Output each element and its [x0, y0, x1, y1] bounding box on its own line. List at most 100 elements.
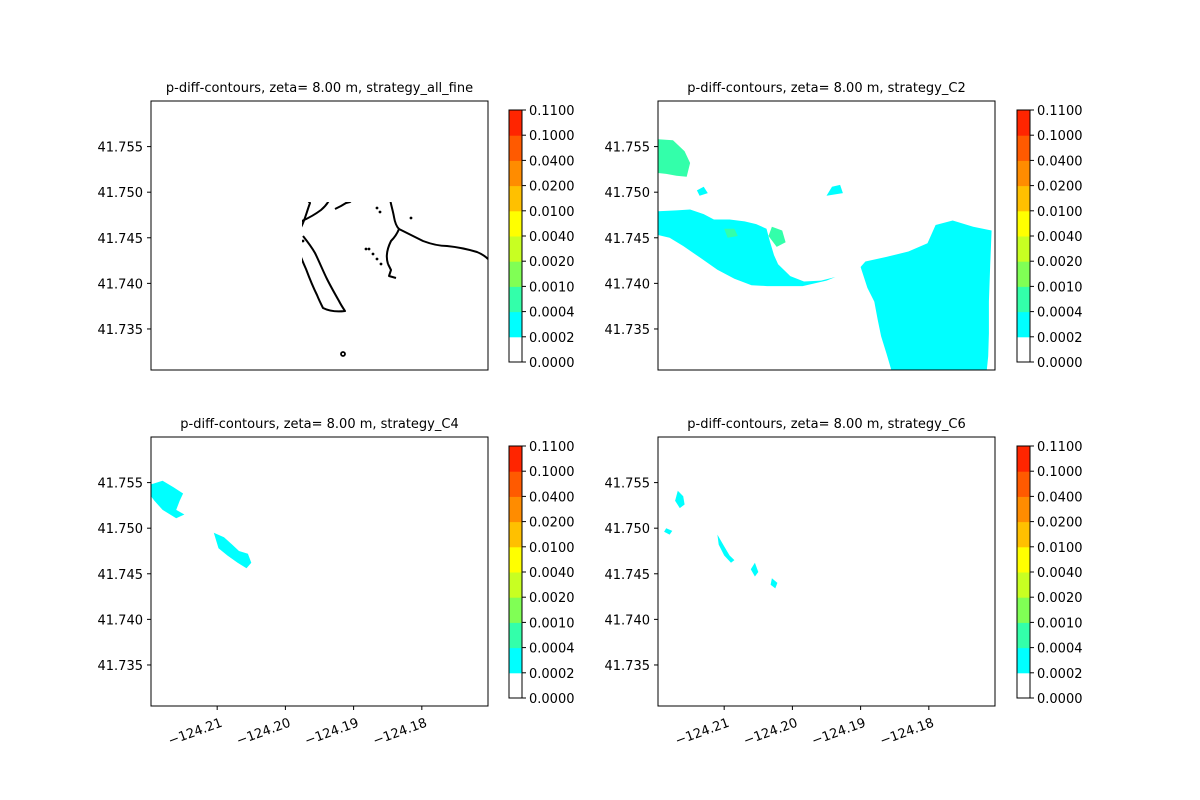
panel-3: p-diff-contours, zeta= 8.00 m, strategy_… — [98, 417, 575, 749]
island-outline — [258, 574, 270, 584]
colorbar-band — [1017, 572, 1030, 598]
colorbar-tick-label: 0.0004 — [529, 642, 575, 657]
coastline — [658, 437, 995, 692]
colorbar-band — [509, 471, 522, 497]
panel-2: p-diff-contours, zeta= 8.00 m, strategy_… — [605, 81, 1083, 371]
colorbar-tick-label: 0.0020 — [1037, 591, 1083, 606]
coastline-segment — [335, 530, 357, 545]
coastline-segment — [385, 202, 400, 265]
colorbar-band — [509, 110, 522, 136]
coastline-segment — [399, 565, 488, 595]
coastline-segment — [839, 184, 906, 264]
islet-dot — [734, 210, 737, 213]
y-tick-label: 41.750 — [98, 522, 144, 537]
islet-dot — [734, 546, 737, 549]
coastline-segment — [388, 600, 396, 614]
axes-frame — [150, 100, 489, 371]
x-tick-label: −124.20 — [742, 716, 800, 749]
colorbar-tick-label: 0.0200 — [1037, 180, 1083, 195]
colorbar-band — [509, 336, 522, 363]
panel-title: p-diff-contours, zeta= 8.00 m, strategy_… — [687, 81, 965, 96]
y-tick-label: 41.740 — [605, 613, 651, 628]
contour-region — [213, 532, 252, 569]
islet-dot — [371, 252, 375, 256]
x-tick-label: −124.19 — [810, 716, 868, 749]
island-outline — [848, 352, 852, 356]
colorbar-band — [509, 446, 522, 472]
y-tick-label: 41.735 — [605, 659, 651, 674]
islet-dot — [886, 211, 889, 214]
island-outline — [341, 688, 345, 692]
y-tick-label: 41.750 — [98, 186, 144, 201]
colorbar: 0.0000 0.0002 0.0004 0.0010 0.0020 0.0040 0.01… — [508, 440, 575, 707]
coastline-segment — [387, 263, 397, 279]
islet-dot — [367, 247, 371, 251]
colorbar-tick-label: 0.0010 — [529, 616, 575, 631]
island-outline — [285, 624, 292, 630]
island-outline — [261, 241, 267, 246]
colorbar-band — [1017, 597, 1030, 623]
contour-fills — [664, 490, 778, 589]
contour-region — [750, 562, 759, 577]
contour-region — [770, 578, 778, 589]
panel-title: p-diff-contours, zeta= 8.00 m, strategy_… — [166, 81, 473, 96]
colorbar-band — [1017, 261, 1030, 287]
colorbar-band — [509, 311, 522, 338]
contour-region — [151, 480, 185, 519]
panel-4: p-diff-contours, zeta= 8.00 m, strategy_… — [605, 417, 1083, 749]
colorbar-tick-label: 0.0200 — [1037, 516, 1083, 531]
coastline-segment — [288, 215, 301, 251]
colorbar-band — [509, 672, 522, 699]
islet-dot — [410, 553, 413, 556]
y-tick-label: 41.755 — [605, 477, 651, 492]
coastline-segment — [294, 572, 345, 647]
islet-dot — [669, 494, 672, 497]
islet-dot — [227, 210, 230, 213]
colorbar-tick-label: 0.0010 — [1037, 280, 1083, 295]
coastline-segment — [332, 520, 399, 600]
islet-dot — [376, 594, 379, 597]
colorbar-band — [509, 135, 522, 161]
colorbar-tick-label: 0.0020 — [529, 255, 575, 270]
colorbar-band — [509, 210, 522, 237]
colorbar-tick-label: 0.0010 — [1037, 616, 1083, 631]
islet-dot — [376, 543, 379, 546]
colorbar-tick-label: 0.0100 — [529, 205, 575, 220]
islet-dot — [368, 584, 371, 587]
island-outline — [848, 688, 852, 692]
x-tick-label: −124.19 — [303, 716, 361, 749]
colorbar-band — [1017, 185, 1030, 212]
islet-dot — [375, 206, 379, 210]
islet-dot — [809, 240, 812, 243]
colorbar-tick-label: 0.0400 — [1037, 490, 1083, 505]
islet-dot — [917, 217, 920, 220]
y-tick-label: 41.755 — [98, 477, 144, 492]
y-tick-label: 41.740 — [98, 613, 144, 628]
coastline-segment — [796, 170, 839, 226]
y-tick-label: 41.735 — [98, 659, 144, 674]
colorbar-band — [1017, 647, 1030, 674]
islet-dot — [875, 248, 878, 251]
colorbar-tick-label: 0.0400 — [1037, 154, 1083, 169]
coastline-segment — [758, 101, 801, 187]
colorbar-tick-label: 0.0040 — [1037, 566, 1083, 581]
colorbar-tick-label: 0.1100 — [1037, 104, 1083, 119]
colorbar-tick-label: 0.0004 — [1037, 306, 1083, 321]
colorbar-band — [1017, 546, 1030, 573]
contour-region — [860, 220, 992, 370]
contour-region — [658, 139, 691, 177]
panel-1: p-diff-contours, zeta= 8.00 m, strategy_… — [98, 81, 575, 371]
colorbar-band — [1017, 311, 1030, 338]
islet-dot — [302, 576, 305, 579]
contour-fills — [151, 480, 252, 569]
contour-region — [717, 534, 735, 563]
islet-dot — [409, 216, 413, 220]
island-outline — [261, 577, 267, 582]
islet-dot — [234, 228, 237, 231]
colorbar-band — [509, 496, 522, 523]
islet-dot — [174, 164, 177, 167]
coastline-segment — [801, 236, 852, 311]
islet-dot — [872, 584, 875, 587]
colorbar-tick-label: 0.0040 — [529, 230, 575, 245]
colorbar-tick-label: 0.0002 — [529, 331, 575, 346]
